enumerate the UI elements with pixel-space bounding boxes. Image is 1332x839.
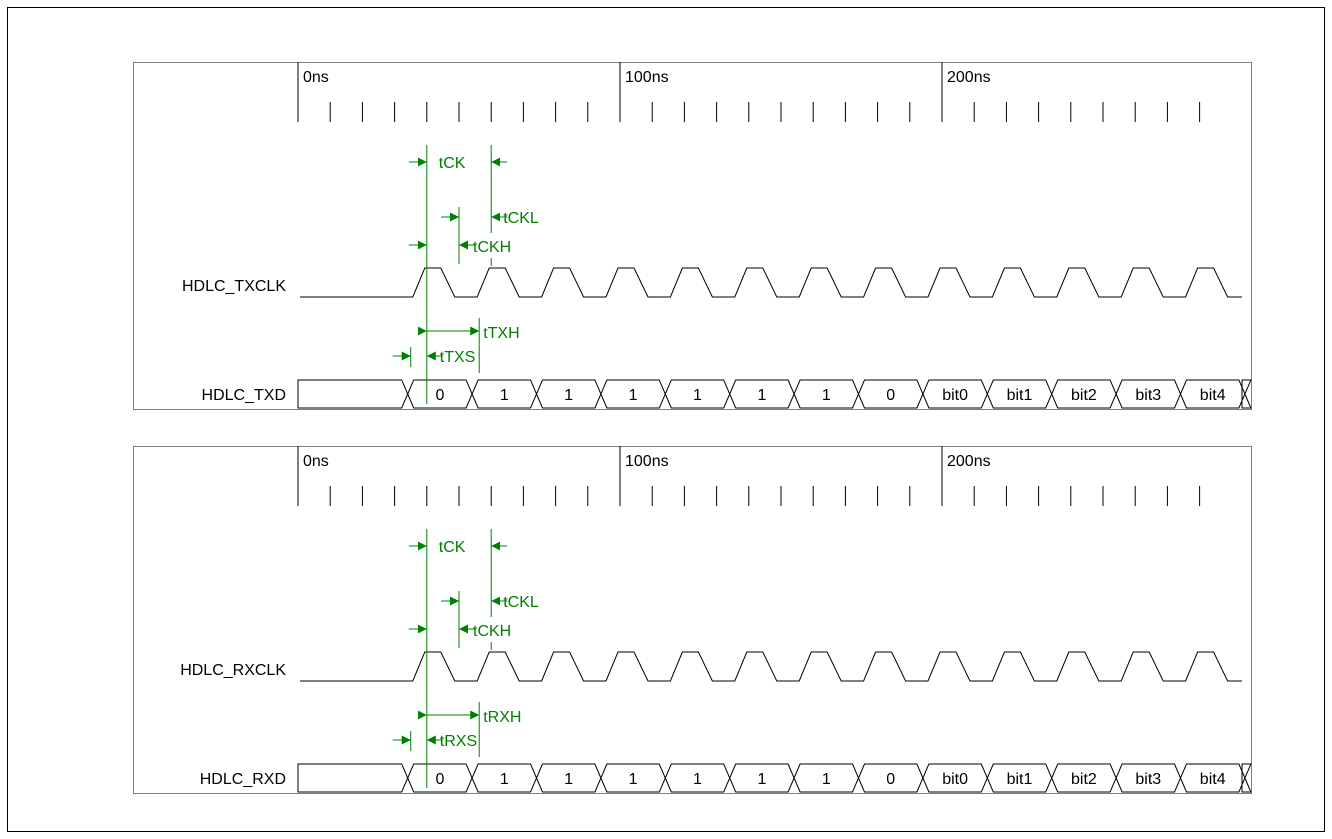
time-label: 200ns [947,69,991,86]
time-label: 200ns [947,453,991,470]
data-bit-label: 1 [757,771,766,788]
tck-label: tCK [439,155,466,172]
data-bit-label: bit1 [1007,387,1033,404]
tckl-label: tCKL [503,594,539,611]
data-bit-label: 0 [435,771,444,788]
data-bit-label: bit0 [942,387,968,404]
data-bit-label: 1 [564,387,573,404]
time-label: 100ns [625,453,669,470]
data-bit-label: bit2 [1071,387,1097,404]
data-bit-label: 1 [629,771,638,788]
data-bit-label: 0 [435,387,444,404]
data-bit-label: 1 [822,771,831,788]
setup-time-label: tRXS [440,733,477,750]
data-bit-label: bit4 [1200,387,1226,404]
hold-time-label: tTXH [483,325,519,342]
tckh-label: tCKH [473,623,511,640]
data-bit-label: 1 [693,771,702,788]
data-bit-label: 1 [757,387,766,404]
data-bit-label: bit3 [1135,387,1161,404]
data-bit-label: 1 [629,387,638,404]
timing-annotations: tCK tCKL tCKH tRXH tRXS [393,529,539,788]
data-bit-label: bit3 [1135,771,1161,788]
panel-frame [134,63,1252,410]
data-signal-name: HDLC_TXD [202,387,286,404]
panel-frame [134,447,1252,794]
setup-time-label: tTXS [440,349,476,366]
clock-signal-name: HDLC_RXCLK [180,662,286,679]
time-label: 0ns [303,453,329,470]
clock-waveform [300,652,1242,681]
hold-time-label: tRXH [483,709,521,726]
data-bit-label: 1 [822,387,831,404]
data-bus-segment [298,380,408,408]
timing-panel-2: 0ns 100ns 200ns HDLC_RXCLK HDLC_RXD 0 1 1 1 1 1 1 0 b… [134,446,1252,794]
data-bit-label: bit4 [1200,771,1226,788]
data-bit-label: 1 [500,387,509,404]
data-bit-label: 1 [500,771,509,788]
data-bit-label: 0 [886,771,895,788]
tckl-label: tCKL [503,210,539,227]
data-bit-label: 0 [886,387,895,404]
data-bit-label: bit2 [1071,771,1097,788]
time-label: 0ns [303,69,329,86]
data-bit-label: 1 [564,771,573,788]
clock-waveform [300,268,1242,297]
data-bit-label: 1 [693,387,702,404]
clock-signal-name: HDLC_TXCLK [182,278,286,295]
data-bus-segment [1242,764,1251,792]
data-bit-label: bit0 [942,771,968,788]
timing-panel-1: 0ns 100ns 200ns HDLC_TXCLK HDLC_TXD 0 1 1 1 1 1 1 0 b… [134,62,1252,410]
time-label: 100ns [625,69,669,86]
timing-annotations: tCK tCKL tCKH tTXH tTXS [393,145,539,404]
data-bus-segment [1242,380,1251,408]
tck-label: tCK [439,539,466,556]
data-bit-label: bit1 [1007,771,1033,788]
data-signal-name: HDLC_RXD [200,771,286,788]
data-bus-segment [298,764,408,792]
tckh-label: tCKH [473,239,511,256]
